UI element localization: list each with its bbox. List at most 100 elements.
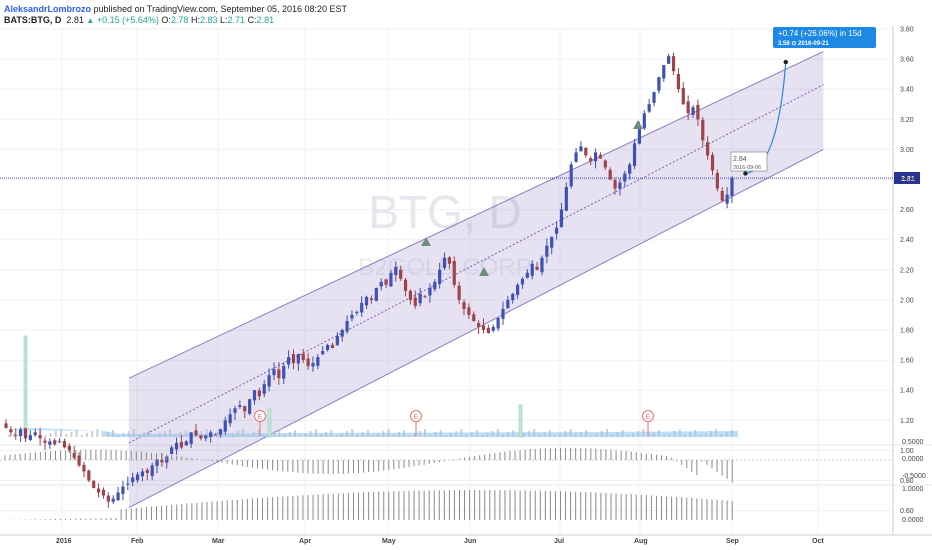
- candle-body: [516, 284, 520, 296]
- time-axis[interactable]: 2016 Feb Mar Apr May Jun Jul Aug Sep Oct: [56, 538, 824, 545]
- volume-bar: [273, 431, 276, 437]
- candle-body: [637, 128, 642, 144]
- candle-body: [662, 65, 666, 79]
- close-label: C:: [247, 15, 257, 25]
- y-tick-label: 2.20: [900, 267, 914, 274]
- volume-bar: [418, 431, 421, 437]
- y-tick-label: 3.40: [900, 87, 914, 94]
- volume-bar: [574, 434, 577, 437]
- candle-body: [53, 440, 57, 445]
- candle-body: [170, 447, 174, 455]
- candle-body: [233, 408, 237, 413]
- candle-body: [628, 164, 632, 174]
- volume-spike: [518, 404, 523, 438]
- candle-body: [438, 269, 442, 284]
- volume-bar: [408, 435, 411, 437]
- candle-body: [452, 261, 456, 285]
- volume-bar: [704, 433, 707, 437]
- candle-body: [189, 432, 193, 444]
- volume-bar: [460, 429, 463, 437]
- volume-bar: [543, 432, 546, 437]
- candle-body: [160, 459, 164, 463]
- author-link[interactable]: AleksandrLombrozo: [4, 4, 92, 14]
- x-tick-label: 2016: [56, 538, 72, 545]
- candle-body: [642, 113, 646, 129]
- volume-bar: [75, 430, 78, 437]
- candle-body: [174, 442, 179, 450]
- candle-body: [291, 354, 296, 364]
- volume-bar: [335, 435, 338, 437]
- candle-body: [57, 441, 62, 443]
- candle-body: [96, 488, 101, 493]
- symbol-legend: BATS:BTG, D 2.81 ▲ +0.15 (+5.64%) O:2.78…: [4, 15, 274, 25]
- volume-bar: [434, 432, 437, 437]
- symbol-label[interactable]: BATS:BTG, D: [4, 15, 62, 25]
- candle-body: [725, 194, 729, 204]
- volume-bar: [637, 431, 640, 437]
- volume-bar: [538, 434, 541, 437]
- volume-bar: [486, 433, 489, 437]
- volume-bar: [330, 430, 333, 437]
- candle-body: [701, 119, 705, 141]
- candle-body: [554, 227, 559, 234]
- candle-body: [589, 158, 593, 162]
- volume-bar: [96, 429, 99, 437]
- candle-body: [696, 104, 700, 120]
- y-tick-label: 3.80: [900, 27, 914, 34]
- candle-body: [520, 278, 525, 285]
- volume-bar: [153, 435, 156, 437]
- volume-bar: [247, 434, 250, 437]
- volume-bar: [60, 429, 62, 437]
- candle-body: [423, 296, 427, 298]
- candle-body: [4, 423, 8, 428]
- candle-body: [106, 495, 110, 502]
- volume-bar: [444, 435, 447, 437]
- volume-bar: [564, 431, 567, 437]
- volume-bar: [585, 430, 588, 437]
- volume-bar: [340, 433, 343, 437]
- volume-bar: [632, 433, 634, 437]
- candle-body: [145, 470, 149, 473]
- x-tick-label: Jul: [554, 538, 564, 545]
- volume-bar: [590, 435, 593, 437]
- volume-bar: [351, 429, 354, 437]
- channel-lower: [128, 148, 824, 509]
- candle-body: [209, 432, 213, 437]
- candle-body: [87, 470, 91, 481]
- volume-bar: [101, 434, 104, 437]
- open-label: O:: [161, 15, 171, 25]
- volume-bar: [299, 435, 302, 437]
- regression-channel[interactable]: 2.81: [0, 51, 920, 509]
- projection-box: [773, 27, 876, 48]
- candle-body: [399, 269, 403, 279]
- candle-body: [77, 455, 81, 466]
- y-tick-label: 3.60: [900, 57, 914, 64]
- candle-body: [530, 263, 534, 276]
- low-value: 2.71: [227, 15, 246, 25]
- volume-bar: [320, 434, 322, 437]
- price-change: +0.15 (+5.64%): [96, 15, 159, 25]
- candle-body: [321, 351, 325, 355]
- candle-body: [184, 441, 188, 446]
- candle-body: [369, 298, 374, 300]
- candle-body: [116, 492, 120, 501]
- volume-bar: [112, 430, 114, 437]
- projection-tool[interactable]: +0.74 (+26.06%) in 15d 3.58 ⊙ 2016-09-21 2…: [730, 27, 876, 176]
- candle-body: [364, 296, 369, 306]
- x-tick-label: Sep: [726, 538, 739, 545]
- price-axis[interactable]: 3.80 3.60 3.40 3.20 3.00 2.80 2.60 2.40 2.20 2.00…: [900, 27, 914, 516]
- candle-body: [676, 74, 681, 90]
- projection-text-1: +0.74 (+26.06%) in 15d: [778, 29, 862, 38]
- last-price-tag-text: 2.81: [901, 176, 915, 183]
- candle-body: [14, 434, 18, 436]
- candle-body: [330, 344, 335, 349]
- volume-bar: [294, 430, 296, 437]
- channel-upper: [128, 51, 824, 379]
- candle-body: [550, 236, 554, 248]
- y-tick-label: 1.60: [900, 358, 914, 365]
- volume-bar: [569, 429, 572, 437]
- candle-body: [335, 336, 339, 346]
- candle-body: [272, 369, 276, 376]
